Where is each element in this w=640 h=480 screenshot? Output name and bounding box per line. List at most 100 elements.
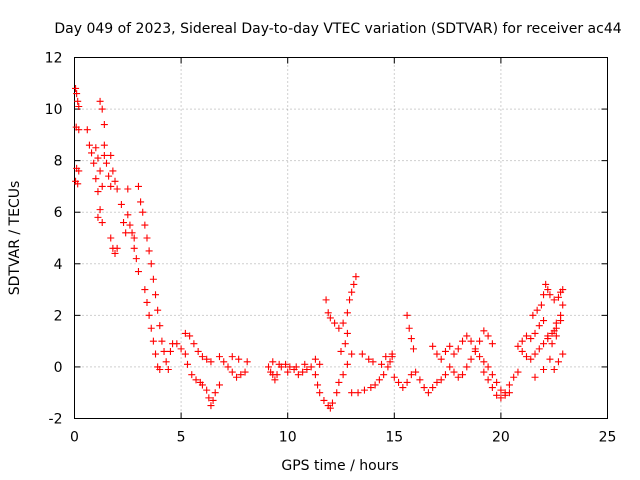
data-point	[173, 340, 181, 348]
data-point	[207, 402, 215, 410]
data-point	[552, 332, 560, 340]
data-point	[480, 358, 488, 366]
data-point	[90, 159, 98, 167]
data-point	[454, 345, 462, 353]
data-point	[467, 337, 475, 345]
data-point	[378, 360, 386, 368]
data-point	[324, 309, 332, 317]
data-point	[403, 378, 411, 386]
data-point	[446, 342, 454, 350]
data-point	[143, 234, 151, 242]
data-point	[535, 322, 543, 330]
data-point	[399, 384, 407, 392]
data-point	[367, 384, 375, 392]
data-point	[107, 182, 115, 190]
data-point	[386, 358, 394, 366]
data-point	[124, 185, 132, 193]
data-point	[384, 363, 392, 371]
data-point	[74, 97, 82, 105]
data-point	[518, 347, 526, 355]
data-point	[134, 182, 142, 190]
data-point	[102, 159, 110, 167]
data-point	[181, 350, 189, 358]
y-tick-label: 12	[45, 51, 63, 67]
data-point	[205, 394, 213, 402]
data-point	[190, 340, 198, 348]
x-tick-label: 25	[599, 430, 617, 446]
data-point	[348, 288, 356, 296]
data-point	[527, 335, 535, 343]
data-point	[130, 244, 138, 252]
data-point	[339, 371, 347, 379]
data-point	[85, 141, 93, 149]
data-point	[107, 151, 115, 159]
data-point	[382, 353, 390, 361]
data-points	[72, 84, 567, 412]
data-point	[559, 286, 567, 294]
data-point	[124, 211, 132, 219]
data-point	[471, 347, 479, 355]
axis-ticks	[74, 57, 608, 419]
data-point	[122, 229, 130, 237]
data-point	[126, 221, 134, 229]
data-point	[454, 373, 462, 381]
data-point	[228, 368, 236, 376]
data-point	[113, 185, 121, 193]
data-point	[322, 296, 330, 304]
data-point	[341, 340, 349, 348]
data-point	[316, 389, 324, 397]
data-point	[346, 296, 354, 304]
data-point	[96, 97, 104, 105]
y-tick-label: 4	[54, 257, 63, 273]
data-point	[554, 293, 562, 301]
data-point	[441, 347, 449, 355]
data-point	[412, 368, 420, 376]
data-point	[198, 353, 206, 361]
data-point	[94, 154, 102, 162]
data-point	[518, 337, 526, 345]
data-point	[113, 244, 121, 252]
data-point	[192, 376, 200, 384]
y-tick-label: 10	[45, 102, 63, 118]
x-tick-label: 15	[385, 430, 403, 446]
data-point	[552, 319, 560, 327]
data-point	[467, 355, 475, 363]
data-point	[459, 337, 467, 345]
data-point	[311, 355, 319, 363]
y-tick-label: -2	[49, 412, 63, 428]
data-point	[156, 322, 164, 330]
chart-title: Day 049 of 2023, Sidereal Day-to-day VTE…	[54, 21, 621, 37]
data-point	[149, 275, 157, 283]
data-point	[531, 373, 539, 381]
data-point	[314, 381, 322, 389]
data-point	[420, 384, 428, 392]
data-point	[459, 371, 467, 379]
data-point	[149, 337, 157, 345]
data-point	[100, 141, 108, 149]
data-point	[235, 355, 243, 363]
data-point	[405, 324, 413, 332]
data-point	[488, 384, 496, 392]
x-tick-label: 20	[492, 430, 510, 446]
data-point	[403, 311, 411, 319]
data-point	[143, 298, 151, 306]
data-point	[535, 345, 543, 353]
data-point	[137, 198, 145, 206]
data-point	[73, 90, 81, 98]
data-point	[437, 376, 445, 384]
data-point	[233, 373, 241, 381]
data-point	[557, 311, 565, 319]
data-point	[326, 314, 334, 322]
data-point	[237, 371, 245, 379]
data-point	[100, 151, 108, 159]
data-point	[546, 355, 554, 363]
data-point	[88, 149, 96, 157]
data-point	[424, 389, 432, 397]
data-point	[544, 332, 552, 340]
data-point	[156, 366, 164, 374]
data-point	[162, 358, 170, 366]
data-point	[299, 368, 307, 376]
data-point	[158, 337, 166, 345]
y-axis-label: SDTVAR / TECUs	[7, 181, 23, 296]
